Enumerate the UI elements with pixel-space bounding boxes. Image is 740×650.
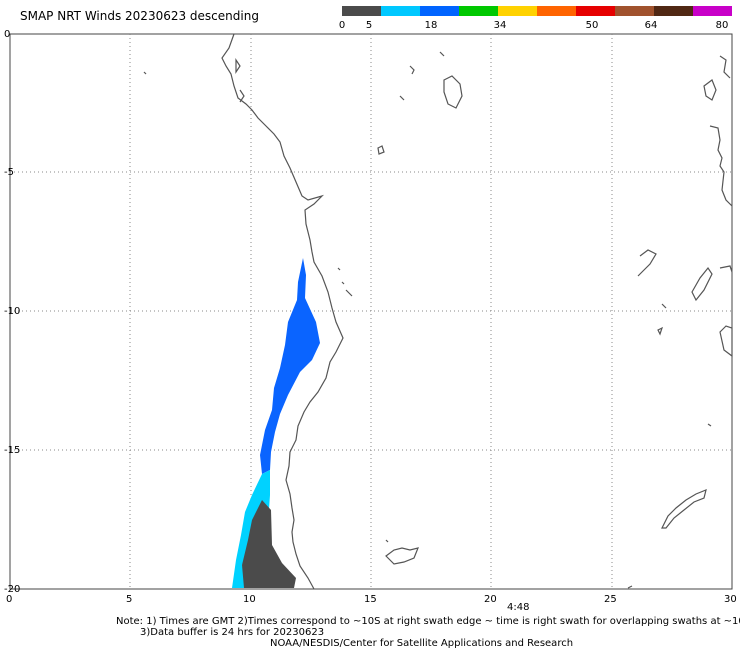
colorbar-tick-64: 64 [644,20,658,31]
east-africa-coastline [709,125,733,207]
africa-west-coastline [221,33,344,590]
colorbar-segment-8 [654,6,693,16]
coast-fragment-se [627,585,633,589]
colorbar-tick-18: 18 [424,20,438,31]
colorbar-segment-4 [498,6,537,16]
credit-line: NOAA/NESDIS/Center for Satellite Applica… [270,638,574,649]
axis-labels: 0 5 10 15 20 25 30 0 -5 -10 -15 -20 4:48 [4,29,737,613]
note-line-2: 3)Data buffer is 24 hrs for 20230623 [140,627,325,638]
island-dots-1 [337,267,353,297]
lake-frag-east-2 [719,265,733,273]
colorbar-tick-34: 34 [493,20,507,31]
y-tick-neg5: -5 [4,167,14,178]
lake-fragment-1 [409,65,415,75]
swath-time-label: 4:48 [507,602,529,613]
lake-frag-east-3 [719,325,733,358]
y-tick-neg20: -20 [4,584,20,595]
wind-speed-colorbar [342,6,732,16]
x-tick-5: 5 [126,594,132,605]
lake-frag-east-6 [707,423,712,427]
grid-lines [10,34,732,589]
coastlines [143,33,733,590]
coast-fragment-ne [703,79,717,101]
y-tick-neg15: -15 [4,445,20,456]
colorbar-tick-80: 80 [715,20,729,31]
lake-kariba [661,489,707,529]
colorbar-segment-6 [576,6,615,16]
x-tick-10: 10 [243,594,256,605]
colorbar-segment-9 [693,6,732,16]
swath-blue-area [260,258,320,474]
x-tick-25: 25 [604,594,617,605]
namibia-pan [385,547,419,565]
lake-fragment-2 [399,95,405,101]
x-tick-15: 15 [364,594,377,605]
coast-fragment-ne2 [719,55,731,79]
lake-victoria-area [443,75,463,109]
colorbar-segment-2 [420,6,459,16]
x-tick-20: 20 [484,594,497,605]
lake-tanganyika-frag [637,249,657,277]
coast-inlet-1 [235,58,241,74]
bioko-island [143,71,147,75]
colorbar-segment-1 [381,6,420,16]
colorbar-tick-5: 5 [365,20,373,31]
y-tick-neg10: -10 [4,306,20,317]
lake-frag-east-1 [691,266,713,302]
colorbar-tick-50: 50 [585,20,599,31]
colorbar-segment-7 [615,6,654,16]
x-tick-30: 30 [724,594,737,605]
colorbar-segment-5 [537,6,576,16]
colorbar-segment-0 [342,6,381,16]
y-tick-0: 0 [4,29,10,40]
x-tick-0: 0 [6,594,12,605]
pan-fragment [385,539,389,543]
coast-inlet-2 [239,89,245,103]
swath-dark-area [242,500,296,588]
lake-fragment-4 [439,51,445,57]
note-line-1: Note: 1) Times are GMT 2)Times correspon… [116,616,740,627]
lake-fragment-3 [377,145,385,155]
lake-frag-east-5 [661,303,667,309]
wind-swath [232,258,320,588]
lake-frag-east-4 [657,326,664,336]
map-title: SMAP NRT Winds 20230623 descending [20,9,259,23]
colorbar-tick-0: 0 [338,20,346,31]
colorbar-segment-3 [459,6,498,16]
